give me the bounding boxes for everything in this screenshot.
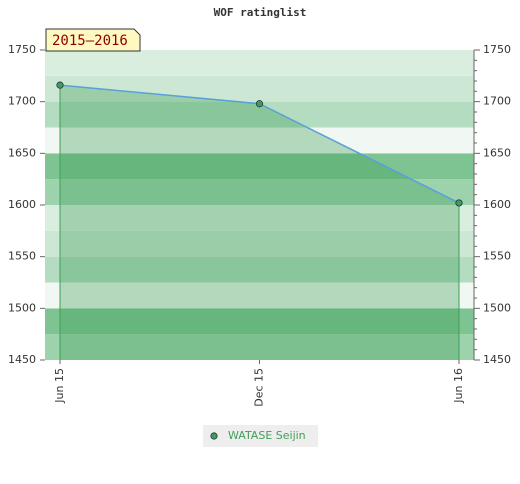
y-tick-label: 1700 xyxy=(8,95,36,108)
y2-tick-label: 1600 xyxy=(483,198,511,211)
band xyxy=(45,230,474,257)
y-tick-label: 1450 xyxy=(8,353,36,366)
y2-tick-label: 1500 xyxy=(483,301,511,314)
y2-tick-label: 1550 xyxy=(483,250,511,263)
x-tick-label: Jun 16 xyxy=(452,368,465,404)
band xyxy=(45,282,474,309)
annotation-box xyxy=(45,28,141,52)
y-tick-label: 1600 xyxy=(8,198,36,211)
legend-marker xyxy=(210,432,218,440)
y2-tick-label: 1450 xyxy=(483,353,511,366)
band xyxy=(45,179,474,205)
band xyxy=(45,127,474,154)
annotation-text: 2015–2016 xyxy=(52,33,128,49)
band xyxy=(45,256,474,283)
point xyxy=(455,199,463,207)
band xyxy=(45,75,474,102)
y-tick-label: 1650 xyxy=(8,146,36,159)
band xyxy=(45,334,474,360)
y-tick-label: 1750 xyxy=(8,43,36,56)
band xyxy=(45,308,474,335)
point xyxy=(56,81,64,89)
y-tick-label: 1550 xyxy=(8,250,36,263)
y2-tick-label: 1750 xyxy=(483,43,511,56)
y2-tick-label: 1650 xyxy=(483,146,511,159)
x-tick-label: Jun 15 xyxy=(53,368,66,404)
y-tick-label: 1500 xyxy=(8,301,36,314)
legend-label: WATASE Seijin xyxy=(228,429,306,442)
band xyxy=(45,205,474,231)
point xyxy=(255,100,264,108)
annotation: 2015–2016 xyxy=(45,28,141,52)
band xyxy=(45,50,474,76)
y2-tick-label: 1700 xyxy=(483,95,511,108)
legend-box xyxy=(203,425,318,447)
x-tick-label: Dec 15 xyxy=(253,368,266,407)
chart-title: WOF ratinglist xyxy=(214,6,307,19)
